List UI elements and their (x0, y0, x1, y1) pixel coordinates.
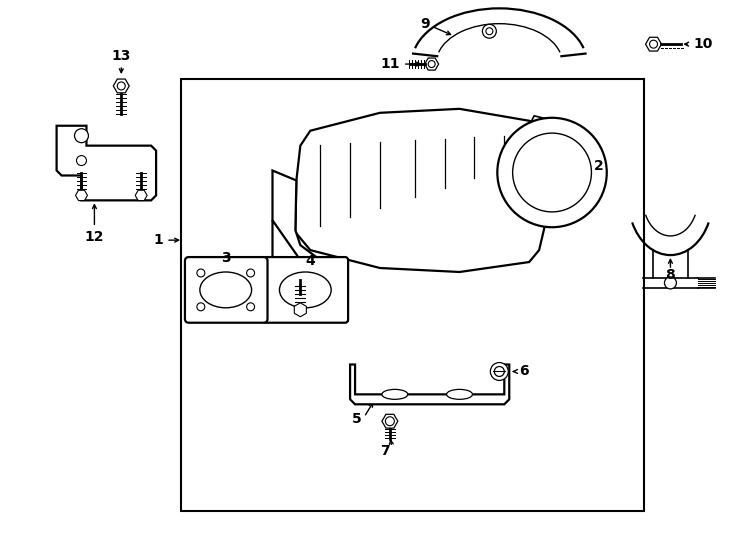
Text: 8: 8 (666, 268, 675, 282)
Circle shape (494, 367, 504, 376)
Text: 11: 11 (380, 57, 400, 71)
Circle shape (512, 133, 592, 212)
Polygon shape (350, 364, 509, 404)
Polygon shape (295, 109, 567, 272)
FancyBboxPatch shape (185, 257, 267, 323)
Text: 7: 7 (380, 444, 390, 458)
Text: 4: 4 (305, 254, 315, 268)
Text: 12: 12 (84, 230, 104, 244)
Circle shape (650, 40, 658, 48)
Polygon shape (425, 58, 439, 70)
Circle shape (117, 82, 126, 90)
Circle shape (247, 303, 255, 311)
Text: 2: 2 (594, 159, 603, 173)
Circle shape (664, 277, 677, 289)
Text: 13: 13 (112, 49, 131, 63)
Circle shape (75, 129, 88, 143)
Polygon shape (382, 414, 398, 428)
Polygon shape (646, 37, 661, 51)
Polygon shape (135, 190, 147, 200)
Circle shape (247, 269, 255, 277)
Text: 10: 10 (694, 37, 713, 51)
Circle shape (197, 303, 205, 311)
Circle shape (486, 28, 493, 35)
Polygon shape (272, 171, 320, 260)
Ellipse shape (200, 272, 252, 308)
Ellipse shape (446, 389, 473, 400)
Circle shape (385, 417, 394, 426)
Ellipse shape (382, 389, 408, 400)
Text: 3: 3 (221, 251, 230, 265)
Text: 5: 5 (352, 412, 362, 426)
FancyBboxPatch shape (263, 257, 348, 323)
Polygon shape (294, 303, 306, 317)
Text: 6: 6 (519, 364, 528, 379)
Circle shape (498, 118, 607, 227)
Text: 1: 1 (153, 233, 163, 247)
Polygon shape (272, 220, 335, 292)
Polygon shape (113, 79, 129, 93)
Circle shape (197, 269, 205, 277)
Ellipse shape (280, 272, 331, 308)
Polygon shape (57, 126, 156, 200)
Circle shape (490, 362, 508, 380)
Text: 9: 9 (420, 17, 429, 31)
Circle shape (76, 156, 87, 166)
Polygon shape (524, 116, 554, 140)
Bar (181, 79, 644, 511)
Circle shape (428, 60, 435, 68)
Polygon shape (76, 190, 87, 200)
Circle shape (482, 24, 496, 38)
